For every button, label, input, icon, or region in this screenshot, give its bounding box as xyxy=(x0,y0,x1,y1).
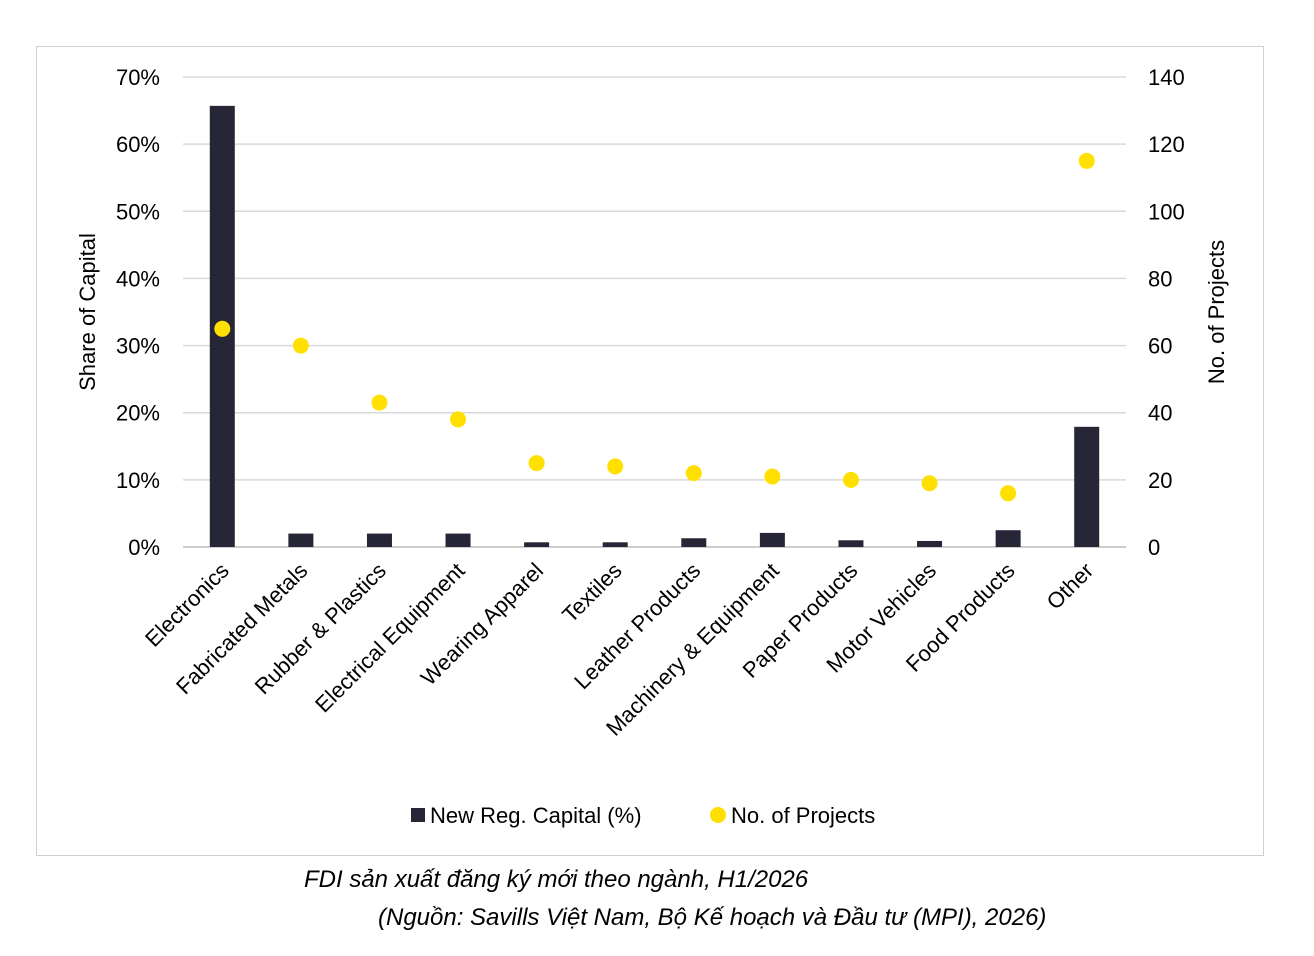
category-label: Other xyxy=(1042,558,1099,615)
category-label: Fabricated Metals xyxy=(171,558,312,699)
right-tick-label: 60 xyxy=(1148,334,1172,359)
left-tick-label: 20% xyxy=(116,401,160,426)
chart-svg: 0% 10% 20% 30% 40% 50% 60% 70% 0 20 40 60 80 100 120 1… xyxy=(75,65,1229,828)
bar-capital xyxy=(995,530,1021,547)
category-label: Rubber & Plastics xyxy=(250,558,391,699)
point-projects xyxy=(685,465,702,482)
point-projects xyxy=(450,411,467,428)
point-projects xyxy=(292,337,309,354)
point-projects xyxy=(528,455,545,472)
bar-capital xyxy=(917,540,943,547)
bar-capital xyxy=(1074,426,1100,547)
right-tick-label: 100 xyxy=(1148,199,1185,224)
right-tick-label: 0 xyxy=(1148,535,1160,560)
left-tick-label: 50% xyxy=(116,199,160,224)
scatter-series-projects xyxy=(214,152,1095,502)
left-tick-label: 0% xyxy=(128,535,160,560)
point-projects xyxy=(1000,485,1017,502)
point-projects xyxy=(214,320,231,337)
legend: New Reg. Capital (%) No. of Projects xyxy=(411,803,875,828)
legend-swatch-capital xyxy=(411,808,425,822)
left-tick-label: 10% xyxy=(116,468,160,493)
legend-label-projects: No. of Projects xyxy=(731,803,875,828)
bar-capital xyxy=(366,533,392,547)
point-projects xyxy=(371,394,388,411)
bar-capital xyxy=(681,538,707,547)
category-label: Electrical Equipment xyxy=(310,558,469,717)
bar-series-capital xyxy=(209,105,1100,547)
legend-swatch-projects xyxy=(710,807,726,823)
point-projects xyxy=(764,468,781,485)
bar-capital xyxy=(288,533,314,547)
point-projects xyxy=(921,475,938,492)
point-projects xyxy=(842,471,859,488)
left-axis-title: Share of Capital xyxy=(75,233,100,391)
bar-capital xyxy=(838,540,864,547)
point-projects xyxy=(1078,152,1095,169)
bar-capital xyxy=(445,533,471,547)
left-tick-label: 60% xyxy=(116,132,160,157)
left-tick-label: 70% xyxy=(116,65,160,90)
category-label: Textiles xyxy=(557,558,627,628)
left-axis-ticks: 0% 10% 20% 30% 40% 50% 60% 70% xyxy=(116,65,160,560)
chart-frame xyxy=(36,46,1264,856)
right-tick-label: 80 xyxy=(1148,266,1172,291)
chart-caption-source: (Nguồn: Savills Việt Nam, Bộ Kế hoạch và… xyxy=(378,904,1047,931)
gridlines xyxy=(183,76,1126,548)
right-axis-ticks: 0 20 40 60 80 100 120 140 xyxy=(1148,65,1185,560)
right-tick-label: 120 xyxy=(1148,132,1185,157)
point-projects xyxy=(607,458,624,475)
bar-capital xyxy=(602,542,628,547)
right-tick-label: 20 xyxy=(1148,468,1172,493)
right-tick-label: 40 xyxy=(1148,401,1172,426)
left-tick-label: 30% xyxy=(116,334,160,359)
right-axis-title: No. of Projects xyxy=(1204,240,1229,384)
bar-capital xyxy=(524,542,550,547)
left-tick-label: 40% xyxy=(116,266,160,291)
legend-label-capital: New Reg. Capital (%) xyxy=(430,803,642,828)
chart-caption-title: FDI sản xuất đăng ký mới theo ngành, H1/… xyxy=(304,866,809,893)
right-tick-label: 140 xyxy=(1148,65,1185,90)
bar-capital xyxy=(759,532,785,547)
